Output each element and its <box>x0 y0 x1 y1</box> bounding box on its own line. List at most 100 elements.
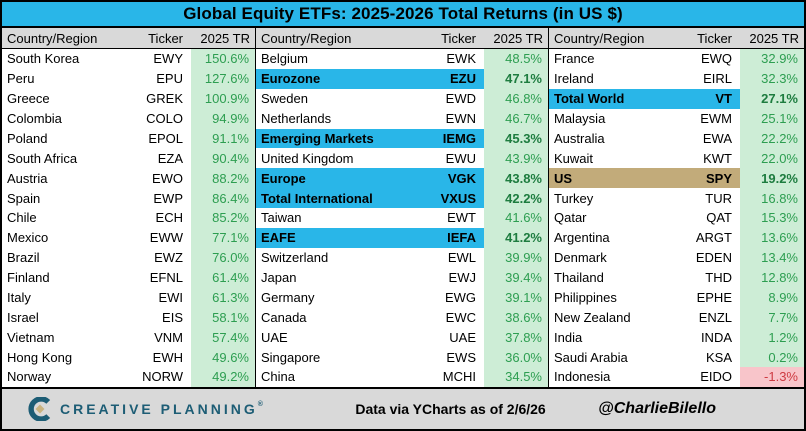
return-cell: 13.4% <box>740 247 804 268</box>
ticker-cell: EWS <box>446 349 476 365</box>
country-cell: Poland <box>7 130 48 146</box>
return-cell: 0.2% <box>740 347 804 367</box>
column-header-country: Country/Region <box>261 30 352 46</box>
table-row: New Zealand ENZL 7.7% <box>549 307 804 328</box>
country-cell: Hong Kong <box>7 349 73 365</box>
ticker-cell: EZA <box>157 150 183 166</box>
ticker-cell: TUR <box>705 190 732 206</box>
table-row: South Korea EWY 150.6% <box>2 49 255 69</box>
return-cell: 27.1% <box>740 88 804 109</box>
ticker-cell: QAT <box>706 210 732 226</box>
author-handle: @CharlieBilello <box>598 400 716 417</box>
country-cell: Singapore <box>261 349 321 365</box>
table-row: Switzerland EWL 39.9% <box>256 247 548 268</box>
country-cell: Denmark <box>554 250 607 266</box>
table-row: Taiwan EWT 41.6% <box>256 208 548 228</box>
return-cell: 38.6% <box>484 307 548 328</box>
return-cell: 16.8% <box>740 188 804 208</box>
ticker-cell: KSA <box>705 349 732 365</box>
table-row: Austria EWO 88.2% <box>2 168 255 189</box>
country-cell: Sweden <box>261 91 308 107</box>
column-header-return: 2025 TR <box>749 30 799 46</box>
country-cell: Japan <box>261 270 297 286</box>
table-row: Kuwait KWT 22.0% <box>549 148 804 169</box>
ticker-cell: VGK <box>424 168 484 189</box>
registered-mark: ® <box>257 401 263 408</box>
return-cell: 22.2% <box>740 128 804 149</box>
return-cell: 37.8% <box>484 327 548 348</box>
ticker-cell: ARGT <box>695 230 732 246</box>
country-cell: Thailand <box>554 270 604 286</box>
ticker-cell: ENZL <box>698 309 732 325</box>
column-header-ticker: Ticker <box>148 30 183 46</box>
table-row: Philippines EPHE 8.9% <box>549 287 804 308</box>
country-cell: Peru <box>7 71 35 87</box>
table-row: Poland EPOL 91.1% <box>2 128 255 149</box>
return-cell: 41.6% <box>484 208 548 228</box>
country-cell: Philippines <box>554 289 617 305</box>
ticker-cell: EWC <box>445 309 476 325</box>
country-cell: Qatar <box>554 210 587 226</box>
ticker-cell: EWA <box>702 130 732 146</box>
return-cell: 25.1% <box>740 108 804 129</box>
country-cell: Spain <box>7 190 41 206</box>
return-cell: 49.6% <box>191 347 255 367</box>
ticker-cell: MCHI <box>442 369 476 385</box>
table-row: Thailand THD 12.8% <box>549 267 804 288</box>
return-cell: 32.3% <box>740 68 804 89</box>
ticker-cell: INDA <box>700 329 732 345</box>
country-cell: Norway <box>7 369 52 385</box>
return-cell: 12.8% <box>740 267 804 288</box>
table-row: United Kingdom EWU 43.9% <box>256 148 548 169</box>
table-row: Total World VT 27.1% <box>549 88 804 109</box>
return-cell: 36.0% <box>484 347 548 367</box>
column-header-ticker: Ticker <box>697 30 732 46</box>
table-row: Australia EWA 22.2% <box>549 128 804 149</box>
table-row: Europe VGK 43.8% <box>256 168 548 189</box>
country-cell: UAE <box>261 329 288 345</box>
return-cell: 39.9% <box>484 247 548 268</box>
return-cell: 43.8% <box>484 168 548 189</box>
ticker-cell: EPHE <box>696 289 732 305</box>
return-cell: 34.5% <box>484 367 548 387</box>
table-row: Mexico EWW 77.1% <box>2 227 255 248</box>
country-cell: Indonesia <box>554 369 611 385</box>
country-cell: Argentina <box>554 230 610 246</box>
country-cell: Mexico <box>7 230 49 246</box>
return-cell: 32.9% <box>740 49 804 69</box>
country-cell: Germany <box>261 289 315 305</box>
ticker-cell: EWI <box>158 289 183 305</box>
return-cell: 47.1% <box>484 68 548 89</box>
return-cell: 61.4% <box>191 267 255 288</box>
return-cell: 45.3% <box>484 128 548 149</box>
table-row: Eurozone EZU 47.1% <box>256 68 548 89</box>
table-row: Qatar QAT 15.3% <box>549 208 804 228</box>
country-cell: Total World <box>549 88 680 109</box>
country-cell: Colombia <box>7 111 62 127</box>
ticker-cell: GREK <box>146 91 183 107</box>
rows-container: South Korea EWY 150.6% Peru EPU 127.6% Greece G… <box>2 49 255 387</box>
column-header-row: Country/Region Ticker 2025 TR <box>549 28 804 49</box>
footer-bar: CREATIVE PLANNING® Data via YCharts as o… <box>2 387 804 429</box>
table-row: Japan EWJ 39.4% <box>256 267 548 288</box>
country-cell: Greece <box>7 91 50 107</box>
country-cell: Ireland <box>554 71 594 87</box>
return-cell: 61.3% <box>191 287 255 308</box>
page-title: Global Equity ETFs: 2025-2026 Total Retu… <box>2 2 804 28</box>
ticker-cell: EWU <box>445 150 476 166</box>
country-cell: China <box>261 369 295 385</box>
rows-container: Belgium EWK 48.5% Eurozone EZU 47.1% Sweden EWD… <box>256 49 548 387</box>
ticker-cell: EZU <box>424 68 484 89</box>
ticker-cell: EIDO <box>700 369 732 385</box>
country-cell: Eurozone <box>256 68 424 89</box>
return-cell: 8.9% <box>740 287 804 308</box>
ticker-cell: EIS <box>162 309 183 325</box>
table-row: Peru EPU 127.6% <box>2 68 255 89</box>
table-row: Saudi Arabia KSA 0.2% <box>549 347 804 367</box>
ticker-cell: EWW <box>149 230 183 246</box>
country-cell: Kuwait <box>554 150 594 166</box>
ticker-cell: IEFA <box>424 227 484 248</box>
ticker-cell: VNM <box>154 329 183 345</box>
return-cell: 90.4% <box>191 148 255 169</box>
ticker-cell: EWD <box>445 91 476 107</box>
